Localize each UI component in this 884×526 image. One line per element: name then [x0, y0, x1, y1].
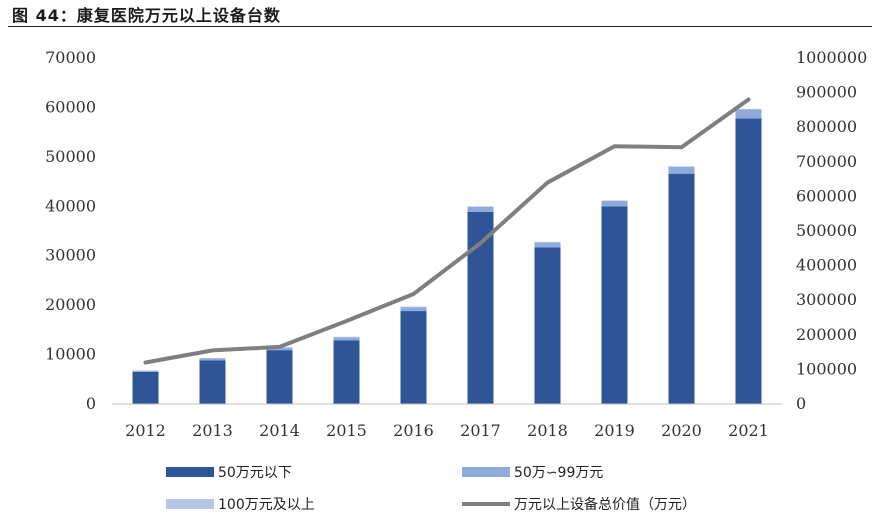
legend-item-series-3: 万元以上设备总价值（万元）	[462, 494, 696, 514]
x-tick-label-2016: 2016	[393, 421, 434, 440]
y-right-tick-label-9: 900000	[796, 83, 857, 102]
bar-series-1-2017	[467, 206, 494, 212]
y-right-tick-label-2: 200000	[796, 325, 857, 344]
figure-title: 图 44：康复医院万元以上设备台数	[12, 6, 281, 25]
y-right-tick-label-5: 500000	[796, 221, 857, 240]
y-right-tick-label-1: 100000	[796, 359, 857, 378]
legend-item-series-2: 100万元及以上	[166, 494, 315, 514]
x-tick-label-2014: 2014	[259, 421, 300, 440]
bar-series-1-2012	[132, 370, 159, 372]
bar-series-0-2019	[601, 206, 628, 404]
bar-series-0-2015	[333, 340, 360, 404]
bar-series-0-2016	[400, 311, 427, 404]
legend-swatch-series-1	[462, 467, 510, 477]
bar-series-1-2020	[668, 166, 695, 174]
legend-swatch-series-2	[166, 499, 214, 509]
y-right-tick-label-6: 600000	[796, 186, 857, 205]
bar-series-0-2021	[735, 118, 762, 404]
legend-item-series-0: 50万元以下	[166, 462, 292, 482]
legend-swatch-series-0	[166, 467, 214, 477]
legend-label-series-3: 万元以上设备总价值（万元）	[514, 497, 696, 513]
x-tick-label-2012: 2012	[125, 421, 166, 440]
y-left-tick-label-7: 70000	[45, 48, 96, 67]
bar-series-1-2019	[601, 200, 628, 207]
bar-series-1-2015	[333, 337, 360, 341]
bar-series-0-2012	[132, 371, 159, 404]
y-right-tick-label-0: 0	[796, 394, 806, 413]
bar-series-1-2018	[534, 242, 561, 248]
x-tick-label-2019: 2019	[594, 421, 635, 440]
legend-label-series-1: 50万∽99万元	[514, 465, 604, 481]
y-left-tick-label-2: 20000	[45, 295, 96, 314]
legend-swatch-series-3	[462, 502, 510, 506]
y-right-tick-label-8: 800000	[796, 117, 857, 136]
y-right-tick-label-4: 400000	[796, 256, 857, 275]
y-left-tick-label-3: 30000	[45, 246, 96, 265]
y-left-tick-label-1: 10000	[45, 345, 96, 364]
legend-label-series-2: 100万元及以上	[218, 497, 315, 513]
y-left-tick-label-6: 60000	[45, 97, 96, 116]
legend-label-series-0: 50万元以下	[218, 465, 292, 481]
x-tick-label-2018: 2018	[527, 421, 568, 440]
x-tick-label-2020: 2020	[661, 421, 702, 440]
bar-series-0-2018	[534, 247, 561, 404]
y-left-tick-label-0: 0	[86, 394, 96, 413]
bar-series-0-2020	[668, 173, 695, 404]
bar-series-0-2014	[266, 350, 293, 404]
bar-series-1-2016	[400, 307, 427, 312]
x-tick-label-2013: 2013	[192, 421, 233, 440]
x-tick-label-2021: 2021	[728, 421, 769, 440]
bar-series-1-2021	[735, 109, 762, 119]
bar-series-0-2013	[199, 360, 226, 404]
title-rule	[8, 26, 872, 27]
y-left-tick-label-5: 50000	[45, 147, 96, 166]
x-tick-label-2015: 2015	[326, 421, 367, 440]
legend-item-series-1: 50万∽99万元	[462, 462, 603, 482]
y-right-tick-label-10: 1000000	[796, 48, 867, 67]
line-series-total-value	[143, 97, 751, 365]
y-left-tick-label-4: 40000	[45, 196, 96, 215]
x-tick-label-2017: 2017	[460, 421, 501, 440]
bar-series-1-2013	[199, 358, 226, 361]
y-right-tick-label-3: 300000	[796, 290, 857, 309]
y-right-tick-label-7: 700000	[796, 152, 857, 171]
